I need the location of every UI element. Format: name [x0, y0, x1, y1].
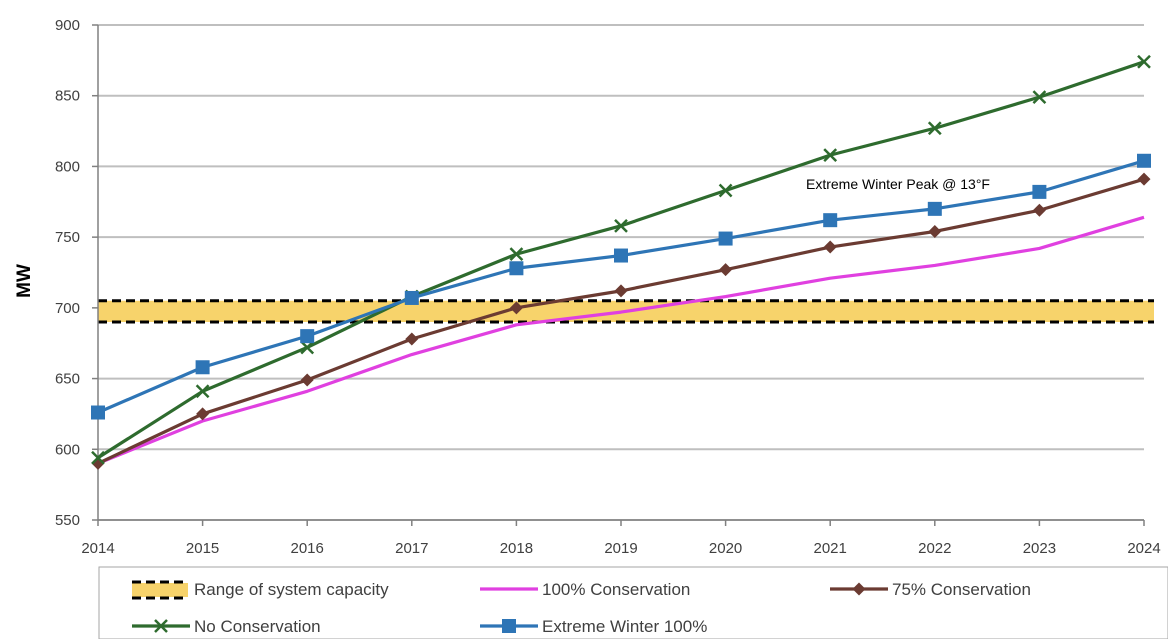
point-no-conservation-2016-stroke-b: [300, 340, 315, 355]
point-no-conservation-2019-stroke-b: [614, 218, 628, 233]
point-extreme-winter-100-2024: [1137, 153, 1151, 168]
legend-label-extreme-winter-100: Extreme Winter 100%: [542, 617, 707, 636]
point-no-conservation-2019: [614, 218, 628, 233]
legend-item-range-of-system-capacity: Range of system capacity: [132, 580, 389, 600]
point-no-conservation-2016: [300, 340, 315, 355]
y-tick-label-850: 850: [55, 88, 80, 105]
point-no-conservation-2022-stroke-b: [927, 121, 942, 136]
point-no-conservation-2021-stroke-b: [823, 148, 838, 162]
point-75-conservation-2019: [614, 284, 628, 298]
x-tick-label-2018: 2018: [500, 540, 533, 557]
series-100-conservation: [97, 215, 1145, 465]
axes: 550 600 650 700 750 800 850 900 2014 2015 2016 2017…: [55, 17, 1161, 557]
point-no-conservation-2018: [509, 247, 524, 261]
point-75-conservation-2023: [1032, 203, 1046, 217]
legend-label-100-conservation: 100% Conservation: [542, 580, 690, 599]
legend-item-extreme-winter-100: Extreme Winter 100%: [480, 617, 707, 636]
y-tick-label-600: 600: [55, 441, 80, 458]
extreme-winter-annotation: Extreme Winter Peak @ 13°F: [806, 176, 990, 192]
point-75-conservation-2018: [509, 301, 523, 315]
point-75-conservation-2016: [300, 373, 314, 387]
point-no-conservation-2022: [927, 121, 942, 136]
legend-item-100-conservation: 100% Conservation: [480, 580, 690, 599]
y-tick-label-900: 900: [55, 17, 80, 34]
series-75-conservation: [91, 172, 1151, 470]
x-tick-label-2024: 2024: [1127, 540, 1160, 557]
legend: Range of system capacity 100% Conservatio…: [98, 566, 1168, 639]
legend-label-no-conservation: No Conservation: [194, 617, 321, 636]
series-extreme-winter-100: [91, 153, 1151, 420]
point-extreme-winter-100-2022: [927, 201, 942, 216]
point-no-conservation-2018-stroke-b: [509, 247, 524, 261]
x-tick-label-2022: 2022: [918, 540, 951, 557]
point-no-conservation-2015: [195, 384, 210, 399]
y-tick-label-700: 700: [55, 300, 80, 317]
point-no-conservation-2020: [718, 183, 733, 198]
legend-marker-75-conservation: [852, 582, 866, 596]
x-tick-label-2017: 2017: [395, 540, 428, 557]
point-75-conservation-2022: [928, 224, 942, 238]
x-tick-label-2021: 2021: [814, 540, 847, 557]
legend-item-75-conservation: 75% Conservation: [830, 580, 1031, 599]
point-no-conservation-2024: [1137, 54, 1151, 69]
legend-label-range-of-system-capacity: Range of system capacity: [194, 580, 389, 599]
legend-marker-no-conservation-stroke-b: [154, 619, 168, 633]
point-extreme-winter-100-2015: [195, 360, 210, 375]
y-tick-label-750: 750: [55, 229, 80, 246]
series-lines: [91, 54, 1151, 470]
point-75-conservation-2021: [823, 240, 837, 254]
y-tick-label-550: 550: [55, 512, 80, 529]
y-tick-label-800: 800: [55, 158, 80, 175]
point-extreme-winter-100-2014: [91, 405, 105, 420]
point-75-conservation-2017: [405, 332, 419, 346]
point-75-conservation-2015: [196, 407, 210, 421]
gridlines: [98, 24, 1144, 521]
x-tick-label-2016: 2016: [291, 540, 324, 557]
point-extreme-winter-100-2017: [404, 290, 419, 305]
point-extreme-winter-100-2019: [614, 248, 628, 263]
point-extreme-winter-100-2016: [300, 329, 315, 344]
x-tick-label-2015: 2015: [186, 540, 219, 557]
point-extreme-winter-100-2018: [509, 261, 524, 276]
x-tick-label-2019: 2019: [604, 540, 637, 557]
point-no-conservation-2024-stroke-b: [1137, 54, 1151, 69]
legend-marker-no-conservation: [154, 619, 168, 633]
point-extreme-winter-100-2020: [718, 231, 733, 246]
point-no-conservation-2014-stroke-b: [91, 450, 105, 465]
point-no-conservation-2023: [1032, 90, 1047, 105]
legend-box: [98, 566, 1168, 639]
point-75-conservation-2024: [1137, 172, 1151, 186]
point-no-conservation-2020-stroke-b: [718, 183, 733, 198]
y-axis-title: MW: [14, 264, 35, 298]
x-tick-label-2023: 2023: [1023, 540, 1056, 557]
point-no-conservation-2021: [823, 148, 838, 162]
point-extreme-winter-100-2021: [823, 213, 838, 228]
legend-marker-extreme-winter-100: [502, 619, 516, 633]
legend-label-75-conservation: 75% Conservation: [892, 580, 1031, 599]
x-tick-label-2014: 2014: [81, 540, 114, 557]
y-tick-label-650: 650: [55, 371, 80, 388]
point-no-conservation-2014: [91, 450, 105, 465]
legend-item-no-conservation: No Conservation: [132, 617, 321, 636]
x-tick-label-2020: 2020: [709, 540, 742, 557]
point-no-conservation-2015-stroke-b: [195, 384, 210, 399]
point-extreme-winter-100-2023: [1032, 184, 1047, 199]
point-75-conservation-2020: [719, 263, 733, 277]
point-no-conservation-2023-stroke-b: [1032, 90, 1047, 105]
line-100-conservation: [97, 215, 1145, 465]
legend-range-swatch: [132, 583, 188, 597]
